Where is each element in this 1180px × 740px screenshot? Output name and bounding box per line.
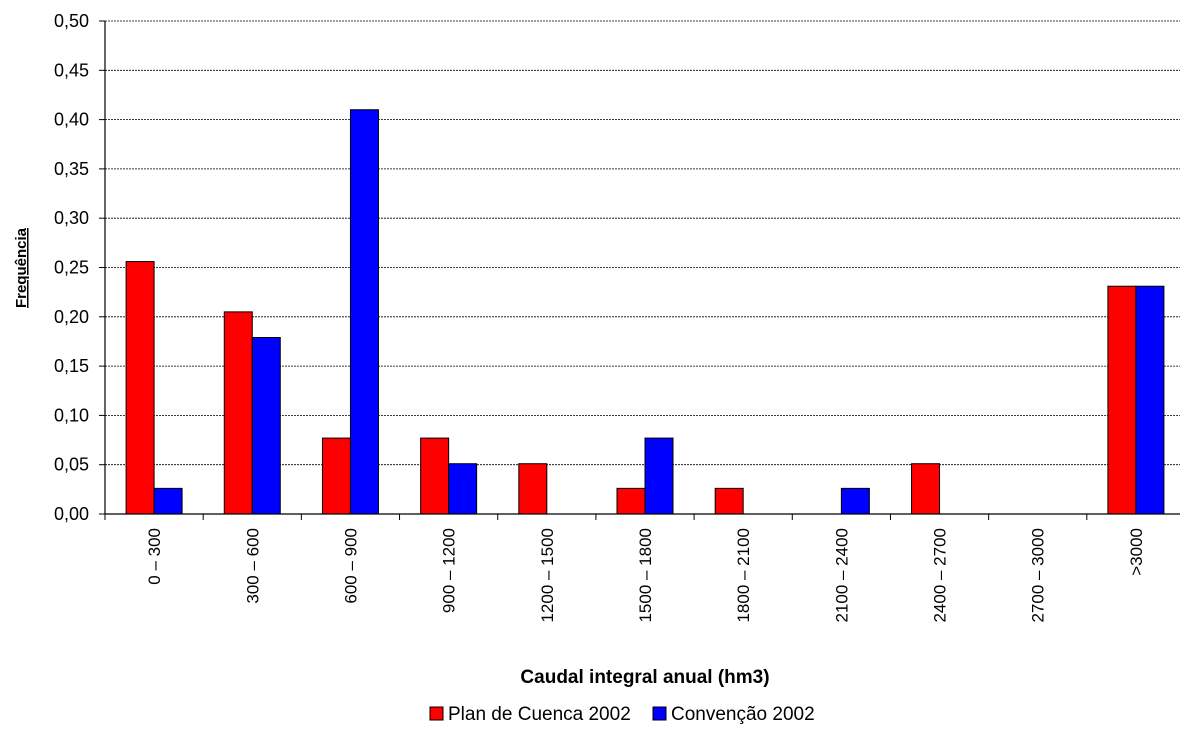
legend-swatch bbox=[429, 706, 444, 721]
x-tick-label: 1500 – 1800 bbox=[636, 528, 655, 623]
bar-plan-de-cuenca bbox=[1107, 285, 1137, 515]
legend-item-plan-de-cuenca: Plan de Cuenca 2002 bbox=[429, 704, 631, 725]
y-tick-label: 0,40 bbox=[54, 110, 89, 130]
bar-convencao bbox=[1135, 285, 1165, 515]
y-tick-label: 0,10 bbox=[54, 405, 89, 425]
legend-swatch bbox=[652, 706, 667, 721]
y-tick-labels: 0,00 0,05 0,10 0,15 0,20 0,25 0,30 0,35 0,40 0,45… bbox=[54, 11, 89, 524]
legend: Plan de Cuenca 2002 Convenção 2002 bbox=[429, 704, 815, 725]
x-tick-label: 2700 – 3000 bbox=[1029, 528, 1048, 623]
bar-convencao bbox=[153, 487, 183, 515]
bar-convencao bbox=[448, 463, 478, 515]
legend-label: Convenção 2002 bbox=[671, 704, 815, 725]
y-tick-label: 0,35 bbox=[54, 159, 89, 179]
x-tick-labels: 0 – 300 300 – 600 600 – 900 900 – 1200 1200 … bbox=[145, 528, 1146, 623]
x-tick-label: 1200 – 1500 bbox=[538, 528, 557, 623]
legend-label: Plan de Cuenca 2002 bbox=[448, 704, 631, 725]
y-axis-title: Frequência bbox=[13, 227, 30, 308]
legend-item-convencao: Convenção 2002 bbox=[652, 704, 815, 725]
y-tick-label: 0,15 bbox=[54, 356, 89, 376]
bar-plan-de-cuenca bbox=[616, 487, 646, 515]
y-tick-label: 0,45 bbox=[54, 60, 89, 80]
x-tick-label: >3000 bbox=[1127, 528, 1146, 576]
bars bbox=[125, 109, 1165, 515]
bar-plan-de-cuenca bbox=[911, 463, 941, 515]
bar-plan-de-cuenca bbox=[223, 311, 253, 515]
y-tick-label: 0,25 bbox=[54, 258, 89, 278]
bar-convencao bbox=[349, 109, 379, 515]
x-tick-label: 900 – 1200 bbox=[440, 528, 459, 613]
y-tick-label: 0,50 bbox=[54, 11, 89, 31]
gridlines bbox=[105, 20, 1180, 466]
y-tick-label: 0,05 bbox=[54, 455, 89, 475]
bar-plan-de-cuenca bbox=[714, 487, 744, 515]
y-tick-label: 0,00 bbox=[54, 504, 89, 524]
axes bbox=[99, 20, 1180, 520]
bar-plan-de-cuenca bbox=[125, 261, 155, 515]
x-tick-label: 300 – 600 bbox=[243, 528, 262, 604]
bar-convencao bbox=[251, 337, 281, 515]
bar-plan-de-cuenca bbox=[420, 437, 450, 515]
y-tick-label: 0,20 bbox=[54, 307, 89, 327]
bar-convencao bbox=[644, 437, 674, 515]
x-tick-label: 2400 – 2700 bbox=[931, 528, 950, 623]
x-tick-label: 600 – 900 bbox=[341, 528, 360, 604]
x-tick-label: 1800 – 2100 bbox=[734, 528, 753, 623]
x-tick-label: 0 – 300 bbox=[145, 528, 164, 585]
x-axis-title: Caudal integral anual (hm3) bbox=[520, 667, 769, 688]
y-tick-label: 0,30 bbox=[54, 208, 89, 228]
bar-plan-de-cuenca bbox=[518, 463, 548, 515]
x-tick-label: 2100 – 2400 bbox=[832, 528, 851, 623]
bar-convencao bbox=[840, 487, 870, 515]
bar-plan-de-cuenca bbox=[321, 437, 351, 515]
